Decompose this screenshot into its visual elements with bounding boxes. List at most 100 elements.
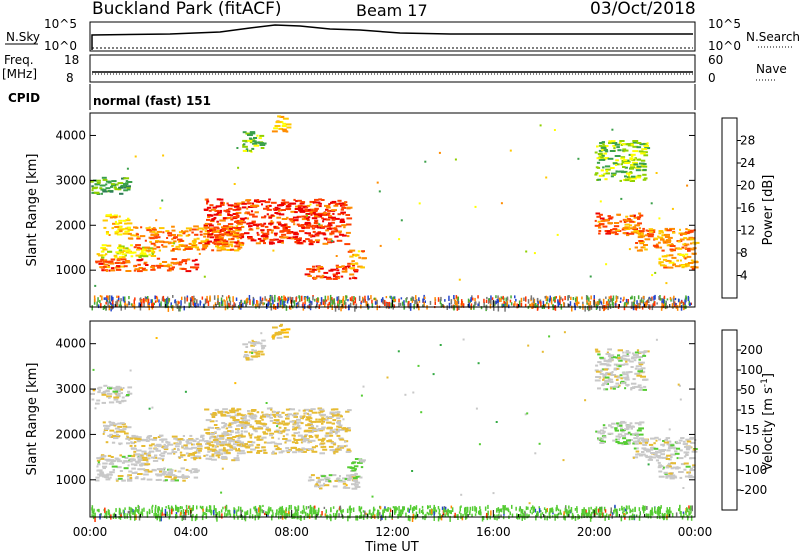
ground-scatter-cell [500, 296, 503, 300]
scatter-cell [107, 265, 110, 267]
ground-scatter-cell [126, 513, 128, 519]
ground-scatter-cell [181, 506, 183, 509]
scatter-cell [669, 248, 674, 251]
scatter-cell [687, 262, 694, 264]
ground-scatter-cell [153, 302, 155, 306]
scatter-cell [609, 216, 614, 219]
scatter-cell [161, 472, 167, 475]
scatter-cell [140, 252, 147, 255]
ground-scatter-cell [400, 513, 403, 517]
ground-scatter-cell [178, 305, 180, 312]
scatter-cell [621, 371, 626, 374]
scatter-cell [298, 409, 301, 412]
scatter-cell [601, 174, 605, 177]
ground-scatter-cell [523, 297, 525, 301]
scatter-cell [644, 454, 648, 457]
scatter-cell [210, 219, 215, 222]
ground-scatter-cell [497, 302, 499, 308]
scatter-cell [249, 425, 254, 428]
scatter-cell [261, 411, 264, 414]
scatter-cell [615, 159, 619, 162]
ground-scatter-cell [192, 297, 195, 301]
ground-scatter-cell [120, 298, 122, 302]
scatter-cell [644, 234, 649, 237]
ground-scatter-cell [504, 303, 506, 306]
isolated-point [650, 202, 653, 205]
scatter-cell [215, 450, 219, 453]
scatter-cell [340, 275, 344, 278]
scatter-cell [325, 229, 330, 232]
scatter-cell [199, 230, 203, 233]
scatter-cell [658, 236, 664, 239]
ground-scatter-cell [263, 302, 266, 305]
ground-scatter-cell [177, 509, 179, 513]
ground-scatter-cell [360, 301, 362, 305]
scatter-cell [312, 201, 315, 204]
scatter-cell [640, 367, 646, 370]
nsky-trace [91, 24, 693, 50]
scatter-cell [630, 231, 637, 234]
ground-scatter-cell [640, 299, 643, 303]
scatter-cell [309, 479, 315, 482]
scatter-cell [261, 423, 268, 426]
ground-scatter-cell [530, 506, 533, 510]
scatter-cell [249, 132, 256, 135]
scatter-cell [238, 242, 242, 245]
scatter-cell [165, 230, 170, 233]
ground-scatter-cell [259, 505, 262, 512]
ground-scatter-cell [307, 514, 310, 518]
scatter-cell [323, 213, 327, 216]
ground-scatter-cell [439, 513, 441, 516]
ground-scatter-cell [595, 506, 598, 511]
ground-scatter-cell [598, 299, 601, 304]
scatter-cell [203, 208, 209, 211]
ground-scatter-cell [675, 512, 678, 517]
scatter-cell [343, 265, 347, 268]
scatter-cell [677, 240, 681, 243]
ground-scatter-cell [181, 296, 183, 300]
ground-scatter-cell [514, 295, 516, 299]
scatter-cell [346, 223, 352, 226]
ground-scatter-cell [608, 296, 610, 300]
scatter-cell [123, 177, 130, 180]
scatter-cell [317, 270, 321, 273]
scatter-cell [135, 254, 141, 257]
scatter-cell [637, 217, 641, 220]
scatter-cell [218, 198, 224, 201]
scatter-cell [129, 460, 133, 463]
scatter-cell [121, 400, 125, 403]
scatter-cell [152, 247, 157, 250]
ground-scatter-cell [486, 296, 488, 300]
scatter-cell [638, 442, 643, 445]
scatter-cell [639, 162, 645, 165]
scatter-cell [611, 140, 616, 143]
scatter-cell [230, 218, 234, 221]
ground-scatter-cell [93, 295, 96, 299]
ground-scatter-cell [221, 295, 224, 298]
scatter-cell [248, 415, 253, 418]
scatter-cell [196, 228, 199, 231]
scatter-cell [608, 358, 614, 361]
ground-scatter-cell [544, 515, 546, 521]
scatter-cell [146, 478, 153, 481]
scatter-cell [315, 204, 320, 207]
scatter-cell [112, 216, 118, 218]
scatter-cell [605, 172, 610, 175]
scatter-cell [692, 241, 695, 244]
ground-scatter-cell [288, 507, 290, 512]
ground-scatter-cell [585, 295, 588, 300]
scatter-cell [639, 421, 645, 424]
ground-scatter-cell [574, 516, 577, 521]
scatter-cell [124, 457, 129, 459]
ground-scatter-cell [529, 303, 532, 307]
scatter-cell [233, 232, 240, 235]
scatter-cell [306, 412, 309, 415]
scatter-cell [127, 386, 133, 389]
scatter-cell [124, 254, 127, 257]
scatter-cell [247, 134, 253, 136]
scatter-cell [274, 430, 279, 433]
scatter-cell [256, 134, 259, 137]
ground-scatter-cell [520, 302, 523, 307]
y-tick-label: 1000 [55, 263, 86, 277]
scatter-cell [604, 165, 611, 168]
